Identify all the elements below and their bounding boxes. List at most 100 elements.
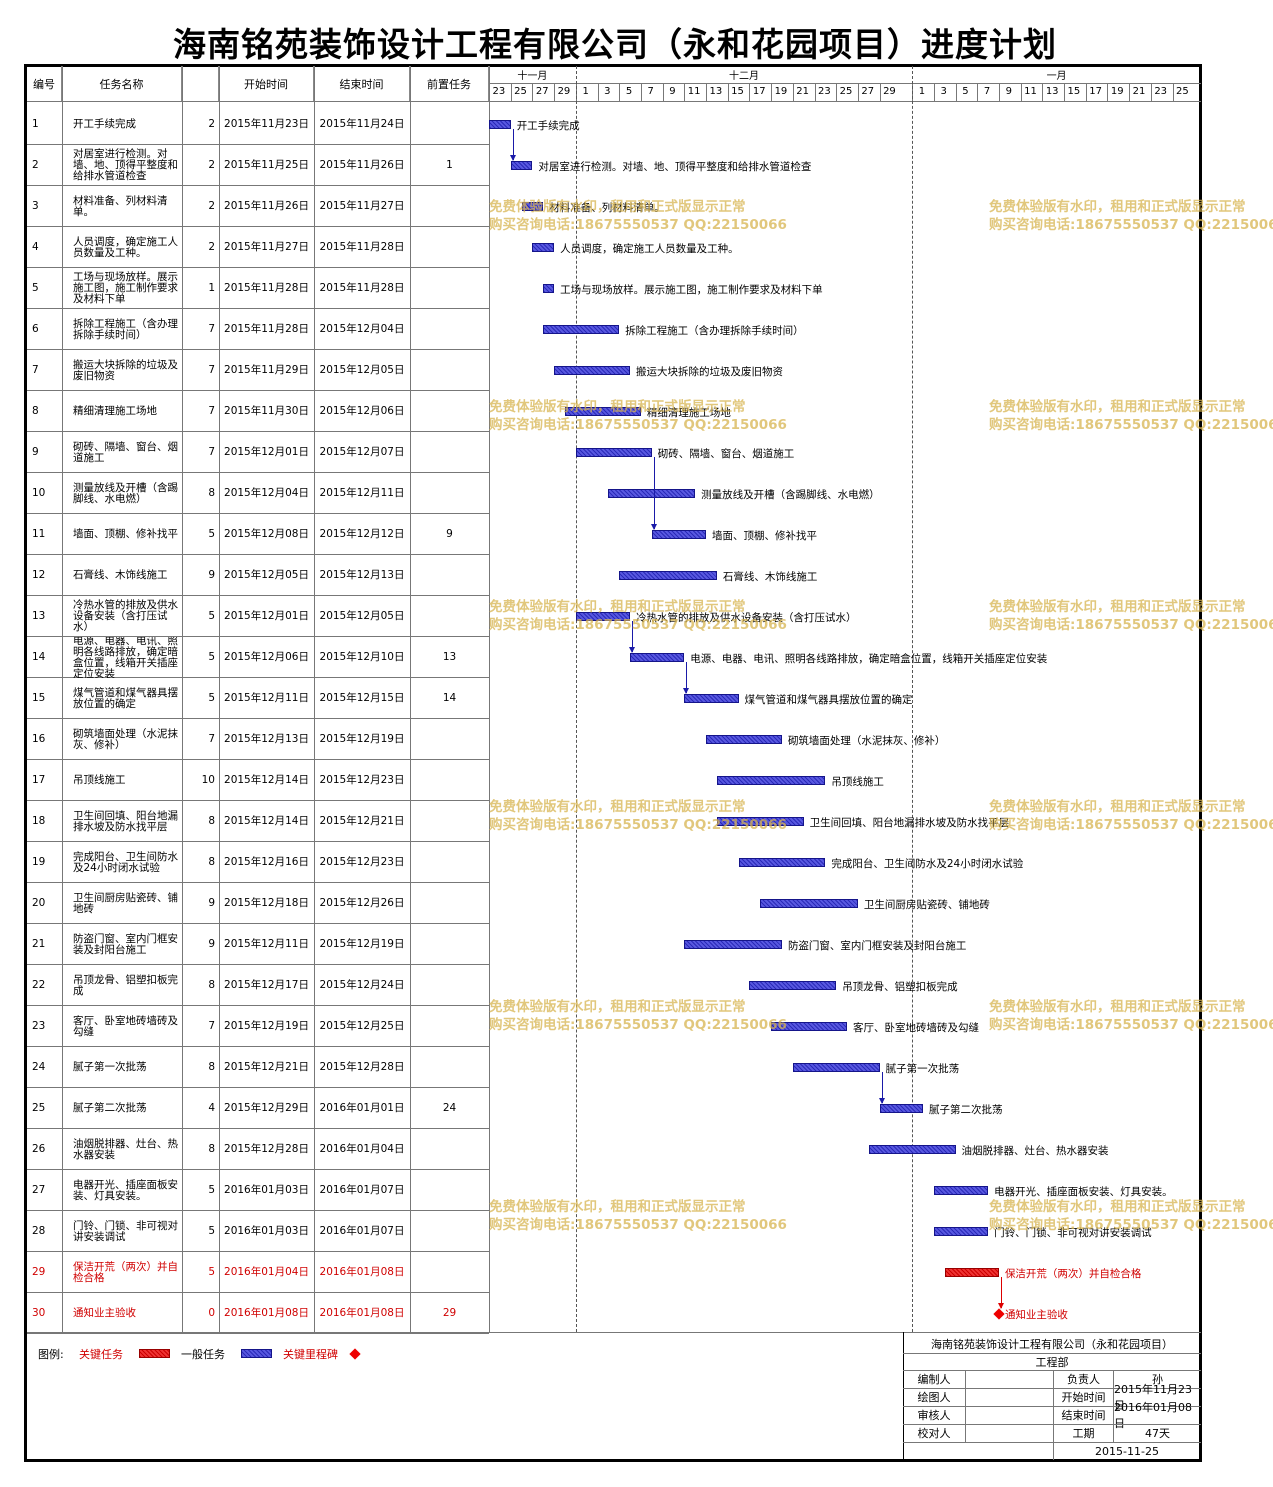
cell-pred <box>410 1006 489 1047</box>
cell-num: 3 <box>32 200 39 212</box>
watermark-text: 免费体验版有水印，租用和正式版显示正常 购买咨询电话:18675550537 QQ… <box>489 1198 787 1234</box>
cell-end: 2015年12月12日 <box>319 528 405 540</box>
day-tick: 29 <box>557 86 571 97</box>
bar-label: 油烟脱排器、灶台、热水器安装 <box>961 1145 1109 1157</box>
day-tick: 11 <box>1024 86 1037 97</box>
cell-pred: 24 <box>442 1102 457 1114</box>
cell-num: 12 <box>32 569 46 581</box>
cell-end: 2015年12月15日 <box>319 692 405 704</box>
cell-start: 2015年12月11日 <box>224 938 309 950</box>
row-line <box>27 882 489 883</box>
row-line <box>27 841 489 842</box>
dependency-line <box>686 662 688 693</box>
header-num: 编号 <box>27 66 62 101</box>
tick-separator <box>554 84 556 102</box>
task-bar <box>489 120 511 129</box>
tick-separator <box>640 84 642 102</box>
cell-start: 2016年01月03日 <box>224 1184 309 1196</box>
cell-num: 5 <box>32 282 39 294</box>
watermark-line: 购买咨询电话:18675550537 QQ:22150066 <box>989 1017 1273 1033</box>
day-tick: 5 <box>625 86 633 97</box>
signoff-cell <box>965 1406 1053 1424</box>
day-tick: 1 <box>582 86 589 97</box>
row-line <box>27 759 489 760</box>
cell-dur: 2 <box>208 118 215 130</box>
bar-label: 煤气管道和煤气器具摆放位置的确定 <box>744 694 913 706</box>
cell-dur: 9 <box>208 569 215 581</box>
day-tick: 3 <box>940 86 947 97</box>
cell-name: 砌筑墙面处理（水泥抹灰、修补） <box>73 727 178 751</box>
cell-end: 2015年12月04日 <box>319 323 405 335</box>
cell-pred <box>410 268 489 309</box>
task-bar <box>879 1104 923 1113</box>
task-bar <box>543 325 620 334</box>
cell-dur: 5 <box>208 610 215 622</box>
day-tick: 13 <box>709 86 723 97</box>
tick-separator <box>955 84 957 102</box>
cell-pred <box>410 432 489 473</box>
task-bar <box>521 202 544 211</box>
signoff-cell: 2015年11月23日 <box>1113 1383 1201 1412</box>
tick-separator <box>727 84 729 102</box>
signoff-cell <box>965 1424 1053 1442</box>
bar-label: 开工手续完成 <box>516 120 580 132</box>
column-line <box>410 66 411 1332</box>
watermark-text: 免费体验版有水印，租用和正式版显示正常 购买咨询电话:18675550537 QQ… <box>489 798 787 834</box>
cell-end: 2016年01月04日 <box>319 1143 405 1155</box>
tick-separator <box>977 84 979 102</box>
tick-separator <box>532 84 534 102</box>
cell-name: 拆除工程施工（含办理拆除手续时间） <box>73 317 178 341</box>
signoff-cell: 47天 <box>1113 1424 1201 1442</box>
cell-end: 2015年12月19日 <box>319 938 405 950</box>
bar-label: 卫生间回填、阳台地漏排水坡及防水找平层 <box>809 817 1010 829</box>
task-bar <box>771 1022 848 1031</box>
cell-start: 2015年12月06日 <box>224 651 309 663</box>
cell-dur: 2 <box>208 241 215 253</box>
bar-label: 拆除工程施工（含办理拆除手续时间） <box>625 325 804 337</box>
cell-start: 2015年12月29日 <box>224 1102 309 1114</box>
cell-num: 1 <box>32 118 39 130</box>
watermark-line: 免费体验版有水印，租用和正式版显示正常 <box>989 599 1246 615</box>
cell-num: 13 <box>32 610 46 622</box>
cell-pred <box>410 186 489 227</box>
task-bar <box>933 1186 989 1195</box>
watermark-line: 免费体验版有水印，租用和正式版显示正常 <box>489 799 746 815</box>
cell-name: 卫生间回填、阳台地漏排水坡及防水找平层 <box>73 809 178 833</box>
watermark-line: 购买咨询电话:18675550537 QQ:22150066 <box>989 217 1273 233</box>
legend-critical-swatch <box>139 1349 170 1358</box>
row-line <box>27 964 489 965</box>
cell-pred <box>410 883 489 924</box>
legend-prefix: 图例: <box>38 1348 64 1361</box>
cell-name: 砌砖、隔墙、窗台、烟道施工 <box>73 440 178 464</box>
cell-name: 测量放线及开槽（含踢脚线、水电燃） <box>73 481 178 505</box>
cell-num: 30 <box>32 1307 46 1319</box>
dependency-line <box>512 129 514 160</box>
cell-name: 完成阳台、卫生间防水及24小时闭水试验 <box>73 850 178 874</box>
tick-separator <box>1020 84 1022 102</box>
cell-end: 2015年12月06日 <box>319 405 405 417</box>
bar-label: 测量放线及开槽（含踢脚线、水电燃） <box>701 489 880 501</box>
row-line <box>27 472 489 473</box>
bar-label: 人员调度，确定施工人员数量及工种。 <box>560 243 739 255</box>
watermark-line: 免费体验版有水印，租用和正式版显示正常 <box>489 599 746 615</box>
cell-name: 门铃、门锁、非可视对讲安装调试 <box>73 1219 178 1243</box>
watermark-text: 免费体验版有水印，租用和正式版显示正常 购买咨询电话:18675550537 QQ… <box>989 998 1273 1034</box>
watermark-line: 购买咨询电话:18675550537 QQ:22150066 <box>989 1217 1273 1233</box>
cell-num: 6 <box>32 323 39 335</box>
cell-end: 2016年01月07日 <box>319 1184 405 1196</box>
month-label: 十一月 <box>517 71 548 82</box>
cell-start: 2015年11月23日 <box>224 118 309 130</box>
cell-dur: 2 <box>208 159 215 171</box>
column-line <box>219 66 220 1332</box>
cell-dur: 7 <box>208 733 215 745</box>
signoff-line <box>903 1424 1201 1425</box>
day-tick: 25 <box>514 86 527 97</box>
tick-separator <box>619 84 621 102</box>
day-tick: 21 <box>1132 86 1146 97</box>
cell-pred: 13 <box>442 651 457 663</box>
task-bar <box>651 530 706 539</box>
tick-separator <box>792 84 794 102</box>
day-tick: 17 <box>752 86 766 97</box>
signoff-line <box>1053 1442 1054 1460</box>
cell-name: 电源、电器、电讯、照明各线路排放，确定暗盒位置，线箱开关插座定位安装 <box>73 637 178 678</box>
